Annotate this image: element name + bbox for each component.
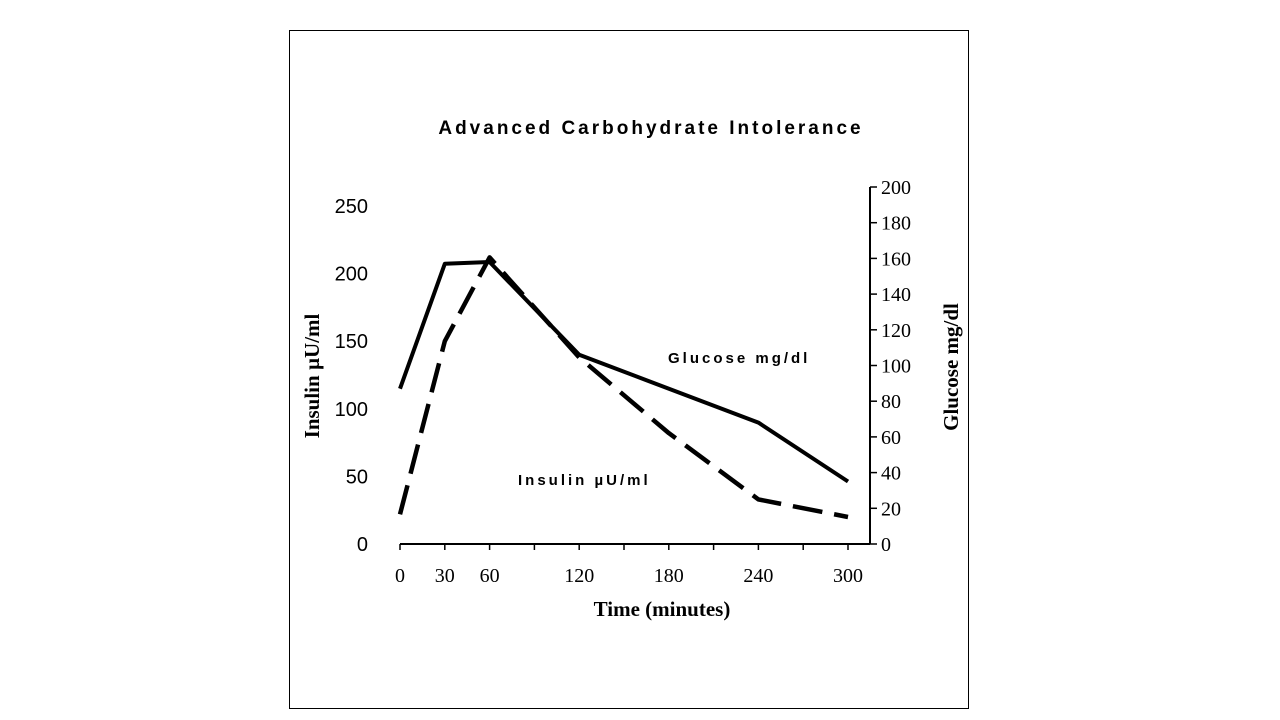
x-tick-label: 300 bbox=[833, 565, 863, 587]
right-tick-label: 20 bbox=[881, 498, 901, 520]
x-tick-label: 0 bbox=[395, 565, 405, 587]
x-axis-label: Time (minutes) bbox=[594, 597, 731, 621]
chart-title: Advanced Carbohydrate Intolerance bbox=[438, 118, 863, 139]
right-tick-label: 60 bbox=[881, 427, 901, 449]
x-axis: 0 30 60 120 180 240 300 bbox=[395, 543, 870, 587]
x-tick-label: 30 bbox=[435, 565, 455, 587]
right-axis-label: Glucose mg/dl bbox=[939, 303, 963, 431]
left-tick-label: 100 bbox=[335, 399, 368, 421]
right-axis: 0 20 40 60 80 100 120 140 160 180 200 bbox=[869, 177, 911, 556]
insulin-annotation: Insulin µU/ml bbox=[518, 472, 651, 489]
left-tick-label: 250 bbox=[335, 196, 368, 218]
right-tick-label: 160 bbox=[881, 248, 911, 270]
right-tick-label: 100 bbox=[881, 356, 911, 378]
right-tick-label: 120 bbox=[881, 320, 911, 342]
series-layer bbox=[397, 255, 850, 520]
insulin-series-line bbox=[397, 255, 849, 520]
right-tick-label: 0 bbox=[881, 534, 891, 556]
x-tick-label: 240 bbox=[743, 565, 773, 587]
x-tick-label: 180 bbox=[654, 565, 684, 587]
left-axis-label: Insulin µU/ml bbox=[300, 313, 324, 438]
right-tick-label: 140 bbox=[881, 284, 911, 306]
chart-frame bbox=[289, 30, 969, 709]
left-tick-label: 0 bbox=[357, 534, 368, 556]
left-tick-label: 150 bbox=[335, 331, 368, 353]
left-tick-label: 50 bbox=[346, 466, 368, 488]
x-tick-label: 120 bbox=[564, 565, 594, 587]
right-tick-label: 200 bbox=[881, 177, 911, 199]
right-tick-label: 40 bbox=[881, 463, 901, 485]
left-axis-ticks: 0 50 100 150 200 250 bbox=[335, 196, 368, 556]
x-tick-label: 60 bbox=[480, 565, 500, 587]
right-tick-label: 180 bbox=[881, 213, 911, 235]
right-tick-label: 80 bbox=[881, 391, 901, 413]
left-tick-label: 200 bbox=[335, 264, 368, 286]
glucose-annotation: Glucose mg/dl bbox=[668, 350, 810, 367]
